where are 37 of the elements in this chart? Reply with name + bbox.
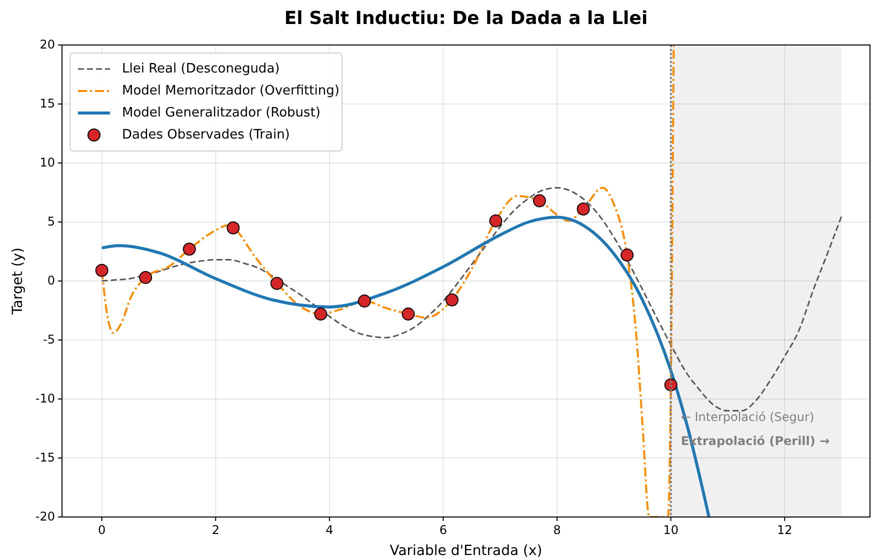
point [226, 221, 240, 234]
y-tick-label: 0 [47, 273, 55, 288]
point [576, 202, 590, 216]
x-tick-label: 6 [439, 523, 448, 537]
y-tick-label: -20 [35, 509, 55, 524]
point [270, 276, 284, 290]
y-tick-label: -5 [43, 332, 55, 346]
x-tick-label: 0 [98, 523, 106, 537]
legend-label: Model Generalitzador (Robust) [122, 106, 320, 121]
point [358, 294, 371, 308]
line-series [101, 187, 842, 412]
point [446, 293, 458, 306]
x-tick-label: 8 [553, 523, 561, 537]
y-tick-label: -15 [35, 450, 55, 464]
x-tick-label: 2 [212, 523, 220, 537]
x-tick-label: 4 [326, 523, 334, 537]
chart-title: El Salt Inductiu: De la Dada a la Llei [284, 8, 648, 29]
y-tick-label: 15 [40, 96, 55, 110]
legend-label: Model Memoritzador (Overfitting) [122, 84, 340, 99]
legend-label: Dades Observades (Train) [122, 128, 290, 143]
y-tick-label: 20 [40, 37, 55, 52]
x-tick-label: 12 [777, 523, 792, 537]
point [489, 214, 502, 228]
point [533, 194, 546, 208]
y-tick-label: -10 [35, 391, 55, 406]
y-tick-label: 10 [40, 155, 55, 170]
point [139, 270, 152, 284]
point [402, 308, 415, 321]
point [620, 248, 634, 262]
point [314, 308, 328, 321]
point [182, 242, 196, 256]
x-tick-label: 10 [663, 523, 678, 537]
x-axis-title: Variable d'Entrada (x) [390, 543, 542, 559]
legend-label: Llei Real (Desconeguda) [122, 62, 280, 77]
y-tick-label: 5 [47, 214, 55, 228]
point [95, 264, 108, 277]
y-axis-title: Target (y) [10, 248, 26, 316]
